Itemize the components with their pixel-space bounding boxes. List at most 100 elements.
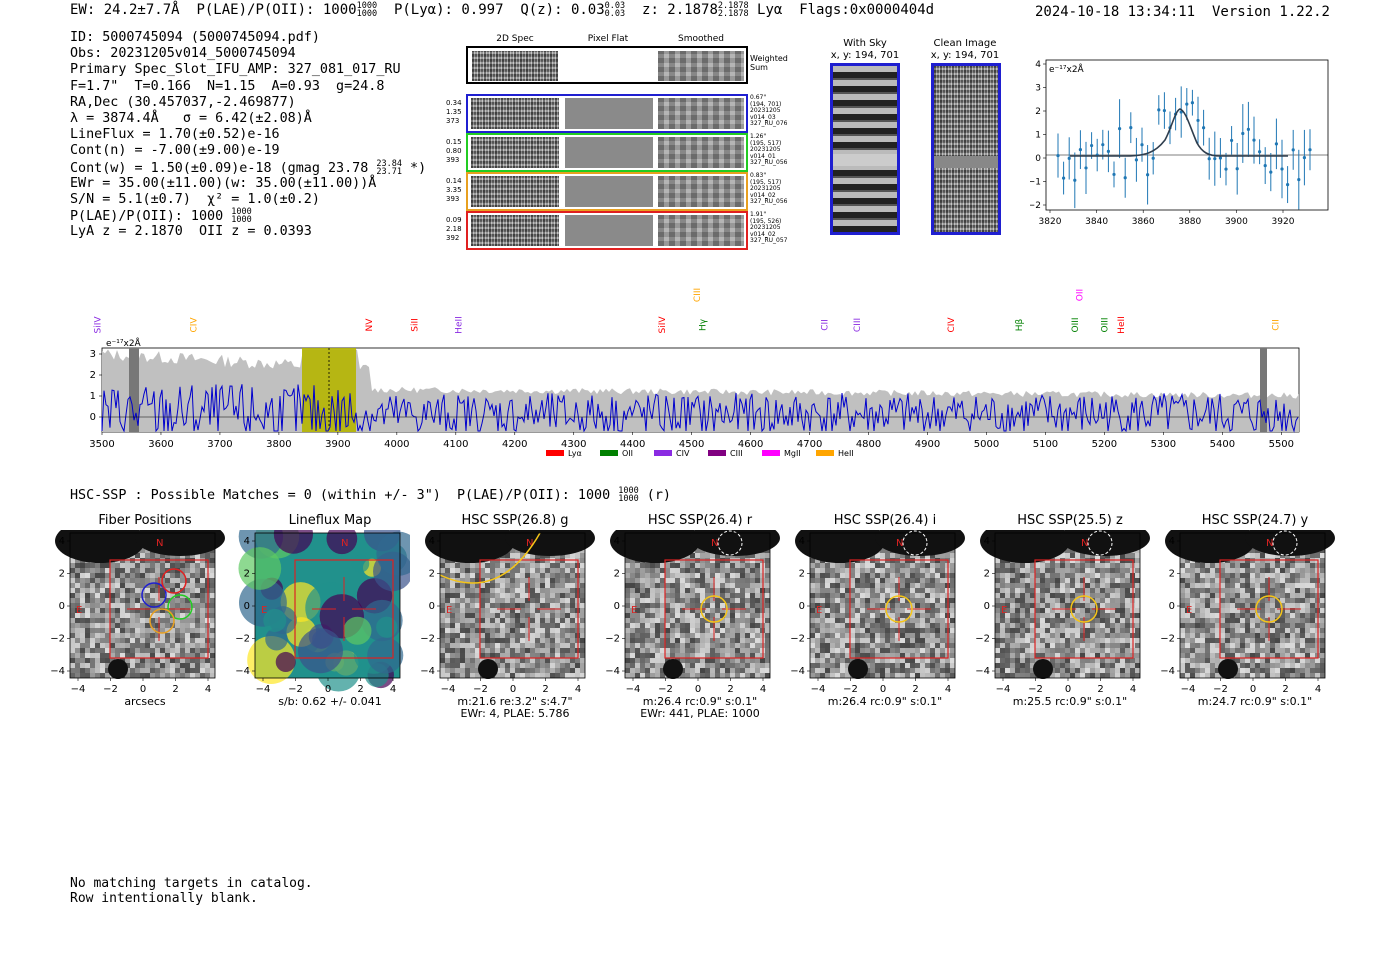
hsc-x-tick-label: 2 xyxy=(542,684,548,695)
fit-point xyxy=(1302,156,1306,160)
hsc-x-tick-label: −2 xyxy=(473,684,488,695)
hsc-y-tick-label: −2 xyxy=(1160,634,1175,645)
aperture-box xyxy=(109,559,209,659)
spectrum-x-tick-label: 3800 xyxy=(266,439,291,450)
hsc-y-tick-label: 4 xyxy=(429,536,435,547)
hsc-x-tick-label: 4 xyxy=(1315,684,1321,695)
fiber-circle xyxy=(141,582,167,608)
ew-value: EW: 24.2±7.7Å xyxy=(70,2,180,18)
fit-point xyxy=(1308,148,1312,152)
line-fit-plot: e⁻¹⁷x2Å 4 3 2 1 0 −1 −2 3820 3840 3860 3880 3900 39… xyxy=(1030,59,1329,227)
hsc-y-tick-label: 0 xyxy=(614,601,620,612)
hsc-y-tick-label: −4 xyxy=(790,666,805,677)
east-label: E xyxy=(76,605,82,616)
spectral-line-markers: SiIV CIV NV SiII HeII SiIV CIII Hγ CII CIII CIV Hβ O… xyxy=(93,288,1281,334)
source-aperture xyxy=(700,595,728,623)
fit-point xyxy=(1218,156,1222,160)
hsc-x-tick-label: 2 xyxy=(727,684,733,695)
hsc-y-tick-label: 0 xyxy=(244,601,250,612)
fit-point xyxy=(1129,126,1133,130)
hsc-y-tick-label: −2 xyxy=(790,634,805,645)
fit-point xyxy=(1140,143,1144,147)
spectral-line-label: CII xyxy=(1271,319,1281,331)
col-header-smoothed: Smoothed xyxy=(678,34,724,44)
info-z: LyA z = 2.1870 OII z = 0.0393 xyxy=(70,224,312,240)
fiber-circle xyxy=(167,594,193,620)
hsc-panel-title: HSC SSP(26.4) i xyxy=(833,513,937,528)
flags-value: Flags:0x0000404d xyxy=(799,2,935,18)
qz-range: 0.03 0.03 xyxy=(604,1,626,19)
cutout-smoothed xyxy=(658,215,744,246)
plya-value: P(Lyα): 0.997 xyxy=(393,2,504,18)
legend-label: OII xyxy=(622,449,633,458)
spectrum-x-tick-label: 3600 xyxy=(148,439,173,450)
fit-point xyxy=(1062,176,1066,180)
info-lambda: λ = 3874.4Å σ = 6.42(±2.08)Å xyxy=(70,110,312,126)
fit-point xyxy=(1196,118,1200,123)
galaxy-ellipse xyxy=(439,532,541,584)
info-sn: S/N = 5.1(±0.7) χ² = 1.0(±0.2) xyxy=(70,191,320,207)
spectrum-x-tick-label: 4200 xyxy=(502,439,527,450)
hsc-y-tick-label: −4 xyxy=(975,666,990,677)
spectrum-unit-label: e⁻¹⁷x2Å xyxy=(106,337,142,349)
weighted-sum-row xyxy=(466,46,748,84)
north-label: N xyxy=(1266,538,1273,549)
east-label: E xyxy=(816,605,822,616)
cutout-row xyxy=(466,211,748,250)
fit-point xyxy=(1134,158,1138,162)
hsc-y-tick-label: 4 xyxy=(244,536,250,547)
legend-swatch xyxy=(654,450,672,456)
hsc-x-tick-label: −4 xyxy=(71,684,86,695)
hsc-y-tick-label: 4 xyxy=(984,536,990,547)
fit-point xyxy=(1106,149,1110,153)
fit-point xyxy=(1157,108,1161,112)
hsc-y-tick-label: 0 xyxy=(799,601,805,612)
hsc-x-tick-label: 0 xyxy=(1250,684,1256,695)
cutout-left-label: 0.14 3.35 393 xyxy=(446,177,462,203)
fit-point xyxy=(1078,148,1082,152)
fit-point xyxy=(1258,150,1262,154)
spectrum-y-tick-label: 1 xyxy=(90,391,96,402)
fit-axes xyxy=(1045,59,1329,211)
cutout-smoothed xyxy=(658,137,744,168)
cutout-left-label: 0.15 0.80 393 xyxy=(446,138,462,164)
z-line: Lyα xyxy=(757,2,783,18)
north-label: N xyxy=(1081,538,1088,549)
hsc-y-tick-label: 2 xyxy=(799,569,805,580)
fit-point xyxy=(1269,170,1273,174)
spectrum-x-tick-label: 5400 xyxy=(1210,439,1235,450)
info-ewr: EWr = 35.00(±11.00)(w: 35.00(±11.00))Å xyxy=(70,175,377,191)
hsc-y-tick-label: −4 xyxy=(605,666,620,677)
fit-point xyxy=(1274,142,1278,146)
hsc-x-tick-label: 4 xyxy=(1130,684,1136,695)
legend-label: HeII xyxy=(838,449,854,458)
fit-point xyxy=(1241,131,1245,136)
hsc-x-tick-label: 0 xyxy=(510,684,516,695)
hsc-x-tick-label: −4 xyxy=(626,684,641,695)
legend-swatch xyxy=(708,450,726,456)
spectrum-x-tick-label: 5500 xyxy=(1269,439,1294,450)
aperture-box xyxy=(479,559,579,659)
fit-point xyxy=(1252,138,1256,142)
spectrum-x-tick-label: 4600 xyxy=(738,439,763,450)
fit-point xyxy=(1230,138,1234,143)
hsc-y-tick-label: 4 xyxy=(799,536,805,547)
fit-unit-label: e⁻¹⁷x2Å xyxy=(1049,63,1085,75)
north-label: N xyxy=(526,538,533,549)
cutout-right-label: 0.67" (194, 701) 20231205 v014_03 327_RU_076 xyxy=(750,94,788,128)
hsc-x-tick-label: 0 xyxy=(695,684,701,695)
hsc-x-tick-label: −2 xyxy=(288,684,303,695)
info-lineflux: LineFlux = 1.70(±0.52)e-16 xyxy=(70,127,280,143)
spectrum-x-tick-label: 4700 xyxy=(797,439,822,450)
spectral-line-label: OIII xyxy=(1100,317,1110,332)
hsc-x-tick-label: 4 xyxy=(205,684,211,695)
cutout-left-label: 0.34 1.35 373 xyxy=(446,99,462,125)
z-range: 2.1878 2.1878 xyxy=(717,1,749,19)
hsc-y-tick-label: 2 xyxy=(59,569,65,580)
hsc-panel-title: HSC SSP(26.4) r xyxy=(647,513,753,528)
spectrum-x-tick-label: 5300 xyxy=(1151,439,1176,450)
east-label: E xyxy=(261,605,267,616)
full-spectrum-plot: SiIV CIV NV SiII HeII SiIV CIII Hγ CII CIII CIV Hβ O… xyxy=(89,288,1300,458)
hsc-x-tick-label: 0 xyxy=(880,684,886,695)
hsc-x-tick-label: 0 xyxy=(140,684,146,695)
